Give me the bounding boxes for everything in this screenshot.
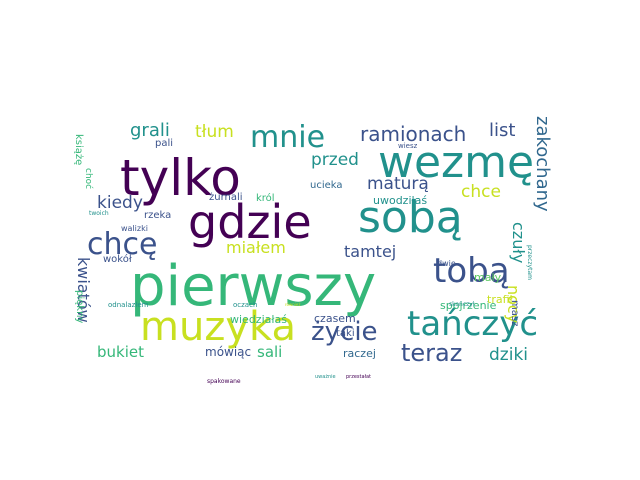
word-45: dwie (437, 259, 456, 268)
word-51: twoich (89, 210, 109, 217)
word-31: czasem (314, 312, 356, 325)
word-15: grali (130, 120, 170, 141)
word-18: maturą (367, 174, 429, 194)
word-37: żurnali (209, 192, 243, 203)
word-42: wiedziałaś (230, 313, 287, 326)
word-39: rzeka (144, 210, 171, 221)
word-53: oczach (233, 301, 257, 309)
word-57: przeczytam (526, 245, 533, 280)
word-0: pierwszy (130, 254, 376, 319)
word-41: piękny (74, 290, 85, 323)
word-59: również (285, 302, 300, 307)
word-13: list (489, 120, 515, 141)
word-20: kiedy (97, 193, 143, 213)
word-32: spojrzenie (440, 299, 497, 312)
word-16: tłum (195, 122, 234, 142)
word-49: wiesz (398, 142, 418, 150)
word-9: mnie (250, 120, 325, 155)
word-2: gdzie (188, 195, 312, 249)
word-6: tańczyć (407, 304, 538, 344)
word-10: życie (311, 317, 378, 347)
word-30: raczej (343, 347, 376, 360)
word-14: zakochany (532, 116, 553, 212)
word-52: odnalazłem (108, 301, 149, 309)
word-28: dziki (489, 345, 528, 365)
word-35: uwodziłaś (373, 194, 427, 207)
word-58: uważnie (315, 374, 336, 380)
word-56: przestałat (346, 374, 371, 380)
word-44: masz (509, 300, 520, 326)
word-34: mały (474, 271, 502, 284)
word-1: tylko (120, 149, 241, 207)
word-33: trafił (487, 293, 514, 306)
word-50: walizki (121, 224, 148, 233)
word-4: sobą (358, 192, 463, 243)
word-27: sali (257, 343, 282, 361)
word-11: teraz (401, 339, 462, 367)
word-23: czuły (509, 222, 528, 263)
word-40: wokół (103, 253, 132, 265)
word-12: ramionach (360, 122, 466, 146)
word-24: nocy (504, 285, 523, 323)
word-54: spakowane (207, 378, 241, 385)
word-5: muzyka (140, 304, 296, 350)
word-55: skończył (449, 301, 475, 308)
cloud-background (80, 120, 560, 360)
word-46: książę (73, 134, 84, 165)
word-26: bukiet (97, 343, 144, 361)
word-48: pali (155, 138, 173, 149)
word-36: ucieka (310, 180, 343, 191)
word-47: choć (83, 168, 94, 189)
word-8: chcę (87, 227, 157, 262)
word-22: tamtej (344, 242, 396, 261)
word-3: wezmę (378, 137, 534, 188)
word-7: tobą (433, 251, 510, 291)
word-29: mówiąc (205, 345, 251, 359)
word-19: chce (461, 182, 501, 202)
word-25: kwiatów (74, 257, 93, 323)
word-17: przed (311, 150, 359, 170)
word-43: taki (336, 328, 355, 339)
word-38: król (256, 192, 275, 204)
word-21: miałem (226, 238, 286, 257)
